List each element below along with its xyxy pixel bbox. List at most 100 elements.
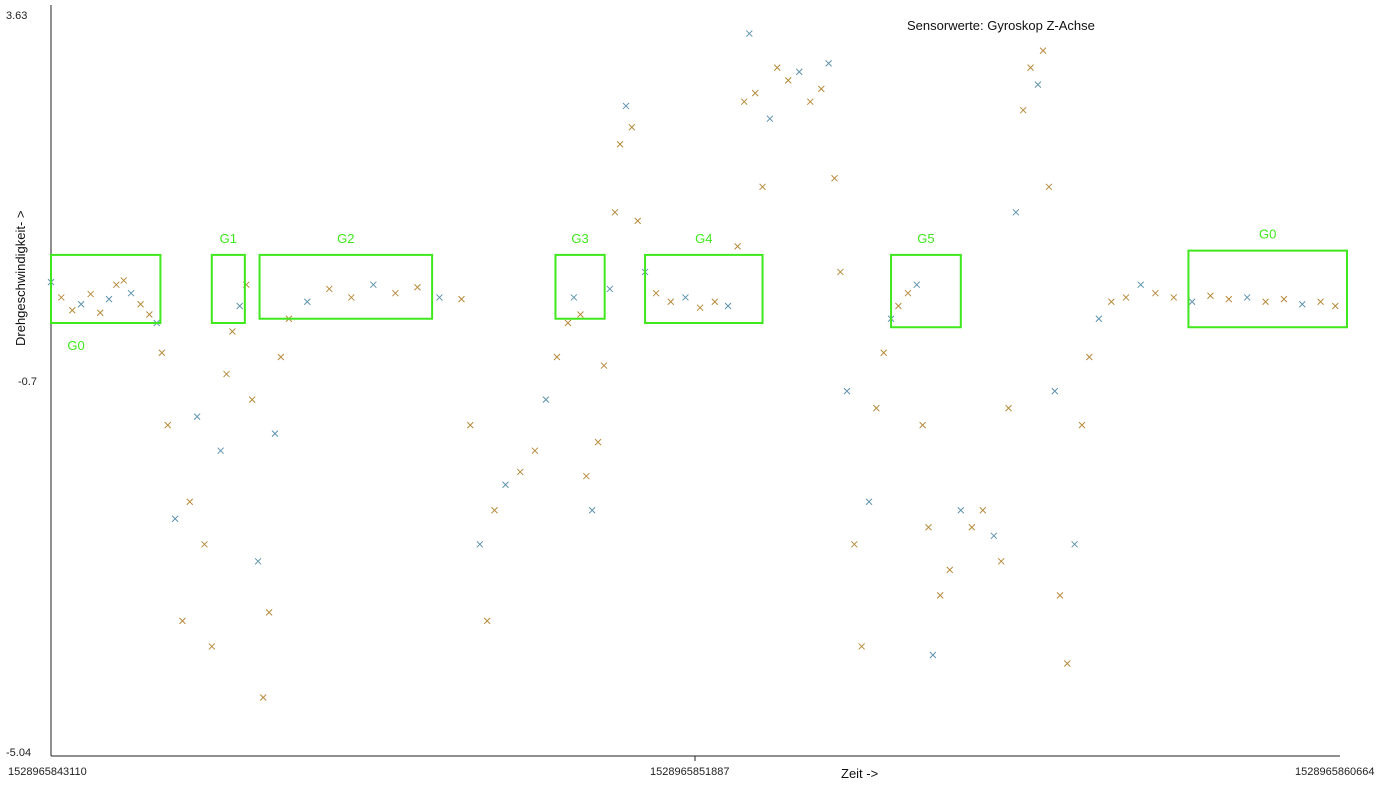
data-point bbox=[929, 651, 937, 659]
data-point bbox=[837, 268, 844, 276]
data-point bbox=[1188, 298, 1196, 306]
data-point bbox=[105, 295, 113, 303]
data-point bbox=[682, 294, 689, 301]
data-point bbox=[158, 349, 166, 357]
data-point bbox=[57, 294, 65, 301]
data-point bbox=[1056, 592, 1064, 599]
data-point bbox=[68, 306, 76, 314]
data-point bbox=[850, 540, 858, 548]
data-point bbox=[1095, 315, 1103, 323]
data-point bbox=[1280, 295, 1288, 303]
data-point bbox=[979, 506, 987, 514]
x-axis-title: Zeit -> bbox=[841, 766, 878, 781]
group-label-g1: G1 bbox=[220, 231, 237, 246]
data-point bbox=[724, 302, 732, 310]
data-point bbox=[1262, 298, 1269, 306]
data-point bbox=[491, 506, 498, 514]
y-tick-label-mid: -0.7 bbox=[18, 376, 37, 388]
y-axis-title: Drehgeschwindigkeit- > bbox=[13, 211, 28, 346]
data-point bbox=[1243, 294, 1251, 301]
data-point bbox=[265, 609, 273, 616]
data-point bbox=[990, 532, 998, 540]
group-box-g3 bbox=[554, 253, 606, 320]
data-point bbox=[925, 523, 932, 531]
data-point bbox=[271, 430, 279, 438]
group-label-g0: G0 bbox=[1259, 227, 1276, 242]
data-point bbox=[570, 294, 578, 301]
data-point bbox=[553, 353, 561, 361]
data-point bbox=[146, 311, 153, 318]
x-tick-label-start: 1528965843110 bbox=[8, 766, 87, 778]
data-point bbox=[1051, 387, 1059, 395]
data-point bbox=[370, 281, 377, 289]
data-point bbox=[1005, 404, 1012, 412]
data-point bbox=[904, 289, 912, 297]
data-point bbox=[784, 77, 792, 84]
data-point bbox=[873, 404, 880, 412]
group-box-g5 bbox=[890, 253, 962, 329]
data-point bbox=[745, 30, 753, 37]
data-point bbox=[414, 283, 421, 291]
data-point bbox=[919, 421, 926, 429]
x-tick-label-mid: 1528965851887 bbox=[650, 766, 730, 778]
data-point bbox=[1071, 540, 1078, 548]
data-point bbox=[229, 328, 236, 335]
data-point bbox=[825, 60, 832, 67]
data-point bbox=[392, 289, 399, 297]
data-point bbox=[223, 370, 230, 378]
data-point bbox=[476, 540, 484, 548]
group-box-g4 bbox=[644, 253, 764, 324]
data-point bbox=[1045, 183, 1053, 191]
group-label-g0: G0 bbox=[67, 338, 84, 353]
data-point bbox=[1019, 106, 1027, 114]
data-point bbox=[483, 617, 491, 625]
data-point bbox=[1122, 294, 1130, 301]
data-point bbox=[303, 298, 311, 306]
data-point bbox=[817, 85, 825, 93]
data-points-layer bbox=[47, 30, 1339, 701]
chart-title: Sensorwerte: Gyroskop Z-Achse bbox=[907, 18, 1095, 33]
y-tick-label-bottom: -5.04 bbox=[6, 747, 31, 759]
data-point bbox=[137, 300, 144, 308]
group-boxes-layer: G0 G1 G2 G3 G4 G5 G0 bbox=[50, 227, 1348, 353]
data-point bbox=[734, 243, 741, 250]
data-point bbox=[1039, 47, 1047, 54]
data-point bbox=[667, 298, 675, 306]
data-point bbox=[895, 302, 902, 310]
y-tick-label-top: 3.63 bbox=[6, 10, 27, 22]
data-point bbox=[254, 557, 262, 565]
data-point bbox=[1107, 298, 1115, 306]
group-label-g5: G5 bbox=[917, 231, 934, 246]
data-point bbox=[1170, 294, 1178, 301]
data-point bbox=[594, 438, 602, 446]
group-label-g3: G3 bbox=[571, 231, 588, 246]
data-point bbox=[913, 281, 921, 289]
data-point bbox=[201, 540, 208, 548]
data-point bbox=[248, 396, 256, 403]
data-point bbox=[120, 277, 128, 284]
data-point bbox=[217, 447, 224, 455]
group-label-g4: G4 bbox=[695, 231, 712, 246]
data-point bbox=[1078, 421, 1086, 429]
data-point bbox=[600, 362, 608, 369]
data-point bbox=[502, 481, 509, 489]
x-tick-label-end: 1528965860664 bbox=[1295, 766, 1375, 778]
data-point bbox=[1152, 289, 1159, 297]
data-point bbox=[1137, 281, 1145, 289]
data-point bbox=[1298, 300, 1306, 308]
data-point bbox=[696, 304, 704, 312]
data-point bbox=[179, 617, 186, 625]
data-point bbox=[516, 468, 524, 476]
data-point bbox=[795, 68, 803, 76]
data-point bbox=[858, 643, 866, 650]
data-point bbox=[1331, 302, 1339, 310]
data-point bbox=[773, 64, 781, 71]
data-point bbox=[1012, 208, 1020, 216]
data-point bbox=[193, 413, 201, 420]
data-point bbox=[164, 421, 172, 429]
data-point bbox=[616, 140, 624, 148]
data-point bbox=[347, 294, 355, 301]
data-point bbox=[531, 447, 539, 455]
data-point bbox=[87, 290, 95, 298]
